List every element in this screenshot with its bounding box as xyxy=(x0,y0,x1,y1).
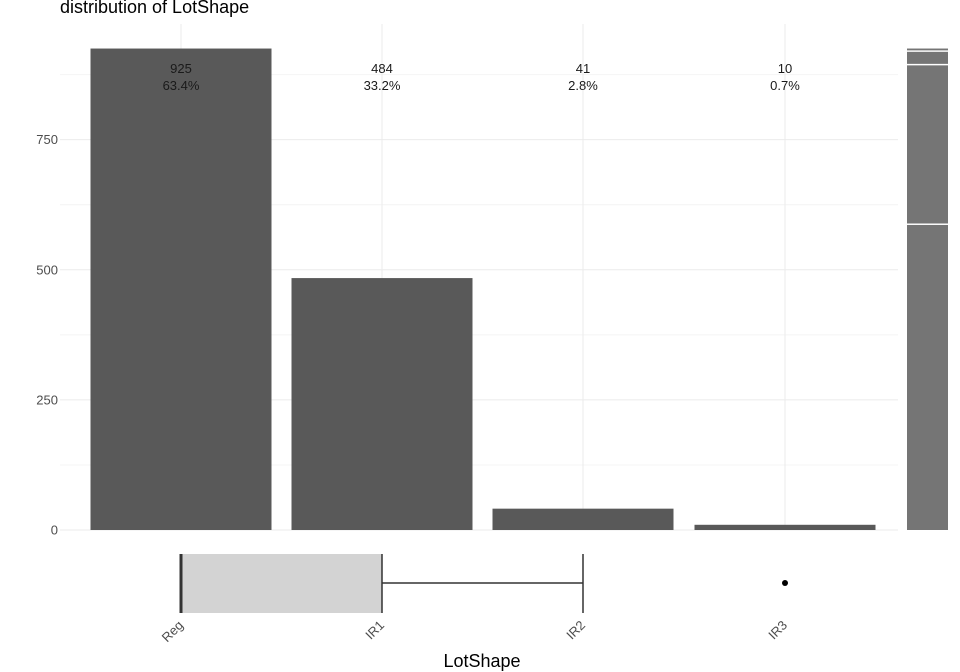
y-tick-label: 0 xyxy=(51,523,58,538)
bar-percent-label: 63.4% xyxy=(163,78,200,93)
stacked-segment-Reg xyxy=(907,224,948,531)
x-tick-label: IR3 xyxy=(765,618,790,643)
chart-title: distribution of LotShape xyxy=(60,0,249,17)
bar-count-label: 10 xyxy=(778,61,792,76)
y-tick-label: 250 xyxy=(36,392,58,407)
bar-percent-label: 0.7% xyxy=(770,78,800,93)
stacked-segment-IR1 xyxy=(907,65,948,225)
x-tick-label: IR1 xyxy=(362,618,387,643)
y-tick-label: 750 xyxy=(36,132,58,147)
x-tick-label: IR2 xyxy=(563,618,588,643)
y-tick-label: 500 xyxy=(36,262,58,277)
box-iqr xyxy=(181,554,382,613)
bar-IR1 xyxy=(291,278,473,530)
bars xyxy=(90,48,876,530)
stacked-segment-IR3 xyxy=(907,48,948,52)
x-tick-label: Reg xyxy=(159,618,186,645)
bar-IR3 xyxy=(694,524,876,530)
bar-percent-label: 2.8% xyxy=(568,78,598,93)
stacked-overview-bar xyxy=(907,48,948,531)
bar-Reg xyxy=(90,48,272,530)
x-axis-ticks: Reg IR1 IR2 IR3 xyxy=(159,618,790,645)
bar-labels: 925 63.4% 484 33.2% 41 2.8% 10 0.7% xyxy=(163,61,801,93)
x-axis-title: LotShape xyxy=(443,651,520,671)
box-outlier xyxy=(782,580,788,586)
bar-percent-label: 33.2% xyxy=(364,78,401,93)
bar-count-label: 925 xyxy=(170,61,192,76)
bar-IR2 xyxy=(492,508,674,530)
stacked-segment-IR2 xyxy=(907,51,948,66)
y-axis-ticks: 0 250 500 750 xyxy=(36,132,58,537)
boxplot xyxy=(179,554,788,613)
bar-count-label: 484 xyxy=(371,61,393,76)
bar-count-label: 41 xyxy=(576,61,590,76)
